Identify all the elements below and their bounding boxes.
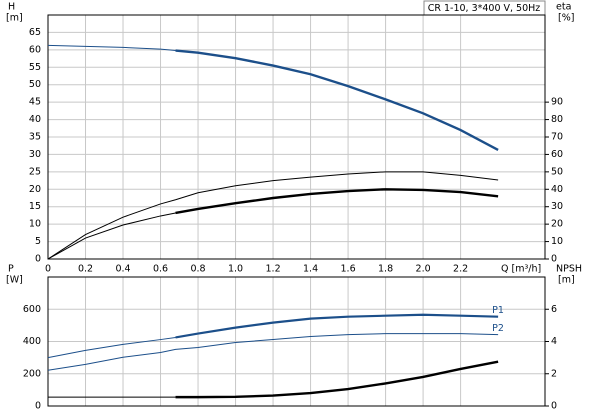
y-tick-label: 35 [29,132,41,143]
curve [175,188,499,215]
y-tick-label: 10 [29,219,41,230]
x-axis-label: Q [m³/h] [501,264,541,275]
curve [47,44,176,52]
y2-tick-label: 50 [551,166,563,177]
y-axis-label: P [8,264,14,275]
y2-tick-label: 0 [551,401,557,412]
y-tick-label: 0 [35,254,41,265]
y2-axis-label: eta [556,2,571,13]
y2-tick-label: 2 [551,368,557,379]
y2-tick-label: 4 [551,336,557,347]
x-tick-label: 2.0 [416,264,431,275]
y-tick-label: 5 [35,236,41,247]
curve [175,360,499,399]
curve [175,49,499,151]
y-tick-label: 55 [29,62,41,73]
y-axis-unit: [W] [6,275,23,286]
y2-tick-label: 20 [551,219,563,230]
curve [47,212,176,260]
x-tick-label: 0.6 [153,264,168,275]
x-tick-label: 1.0 [228,264,243,275]
x-tick-label: 1.4 [303,264,318,275]
annotation: CR 1-10, 3*400 V, 50Hz [428,3,541,14]
y-tick-label: 25 [29,166,41,177]
y2-tick-label: 6 [551,304,557,315]
y-tick-label: 600 [23,304,41,315]
y2-tick-label: 60 [551,149,563,160]
y-tick-label: 40 [29,114,41,125]
x-tick-label: 1.8 [378,264,393,275]
x-tick-label: 0.2 [78,264,93,275]
curve [47,171,499,260]
y-tick-label: 60 [29,44,41,55]
y2-axis-label: NPSH [556,264,582,275]
y2-axis-unit: [%] [558,13,574,24]
y-tick-label: 400 [23,336,41,347]
plot-frame [47,276,546,407]
y-tick-label: 45 [29,97,41,108]
y2-tick-label: 80 [551,114,563,125]
y2-axis-unit: [m] [558,275,575,286]
curve [47,333,499,371]
y-tick-label: 50 [29,79,41,90]
y-tick-label: 200 [23,368,41,379]
y2-tick-label: 90 [551,97,563,108]
y2-tick-label: 30 [551,201,563,212]
curve [47,336,176,359]
x-tick-label: 1.6 [341,264,356,275]
plot-frame [47,14,546,260]
x-tick-label: 2.2 [453,264,468,275]
y-tick-label: 20 [29,184,41,195]
y2-tick-label: 40 [551,184,563,195]
x-tick-label: 0.8 [190,264,205,275]
x-tick-label: 1.2 [266,264,281,275]
curve [175,313,499,339]
y-axis-unit: [m] [6,13,23,24]
x-tick-label: 0.4 [115,264,130,275]
y-tick-label: 30 [29,149,41,160]
y2-tick-label: 0 [551,254,557,265]
y2-tick-label: 70 [551,132,563,143]
y-tick-label: 0 [35,401,41,412]
y-axis-label: H [8,2,15,13]
y-tick-label: 15 [29,201,41,212]
y2-tick-label: 10 [551,236,563,247]
x-tick-label: 0 [45,264,51,275]
y-tick-label: 65 [29,27,41,38]
curve-label: P1 [492,305,504,316]
curve-label: P2 [492,323,504,334]
